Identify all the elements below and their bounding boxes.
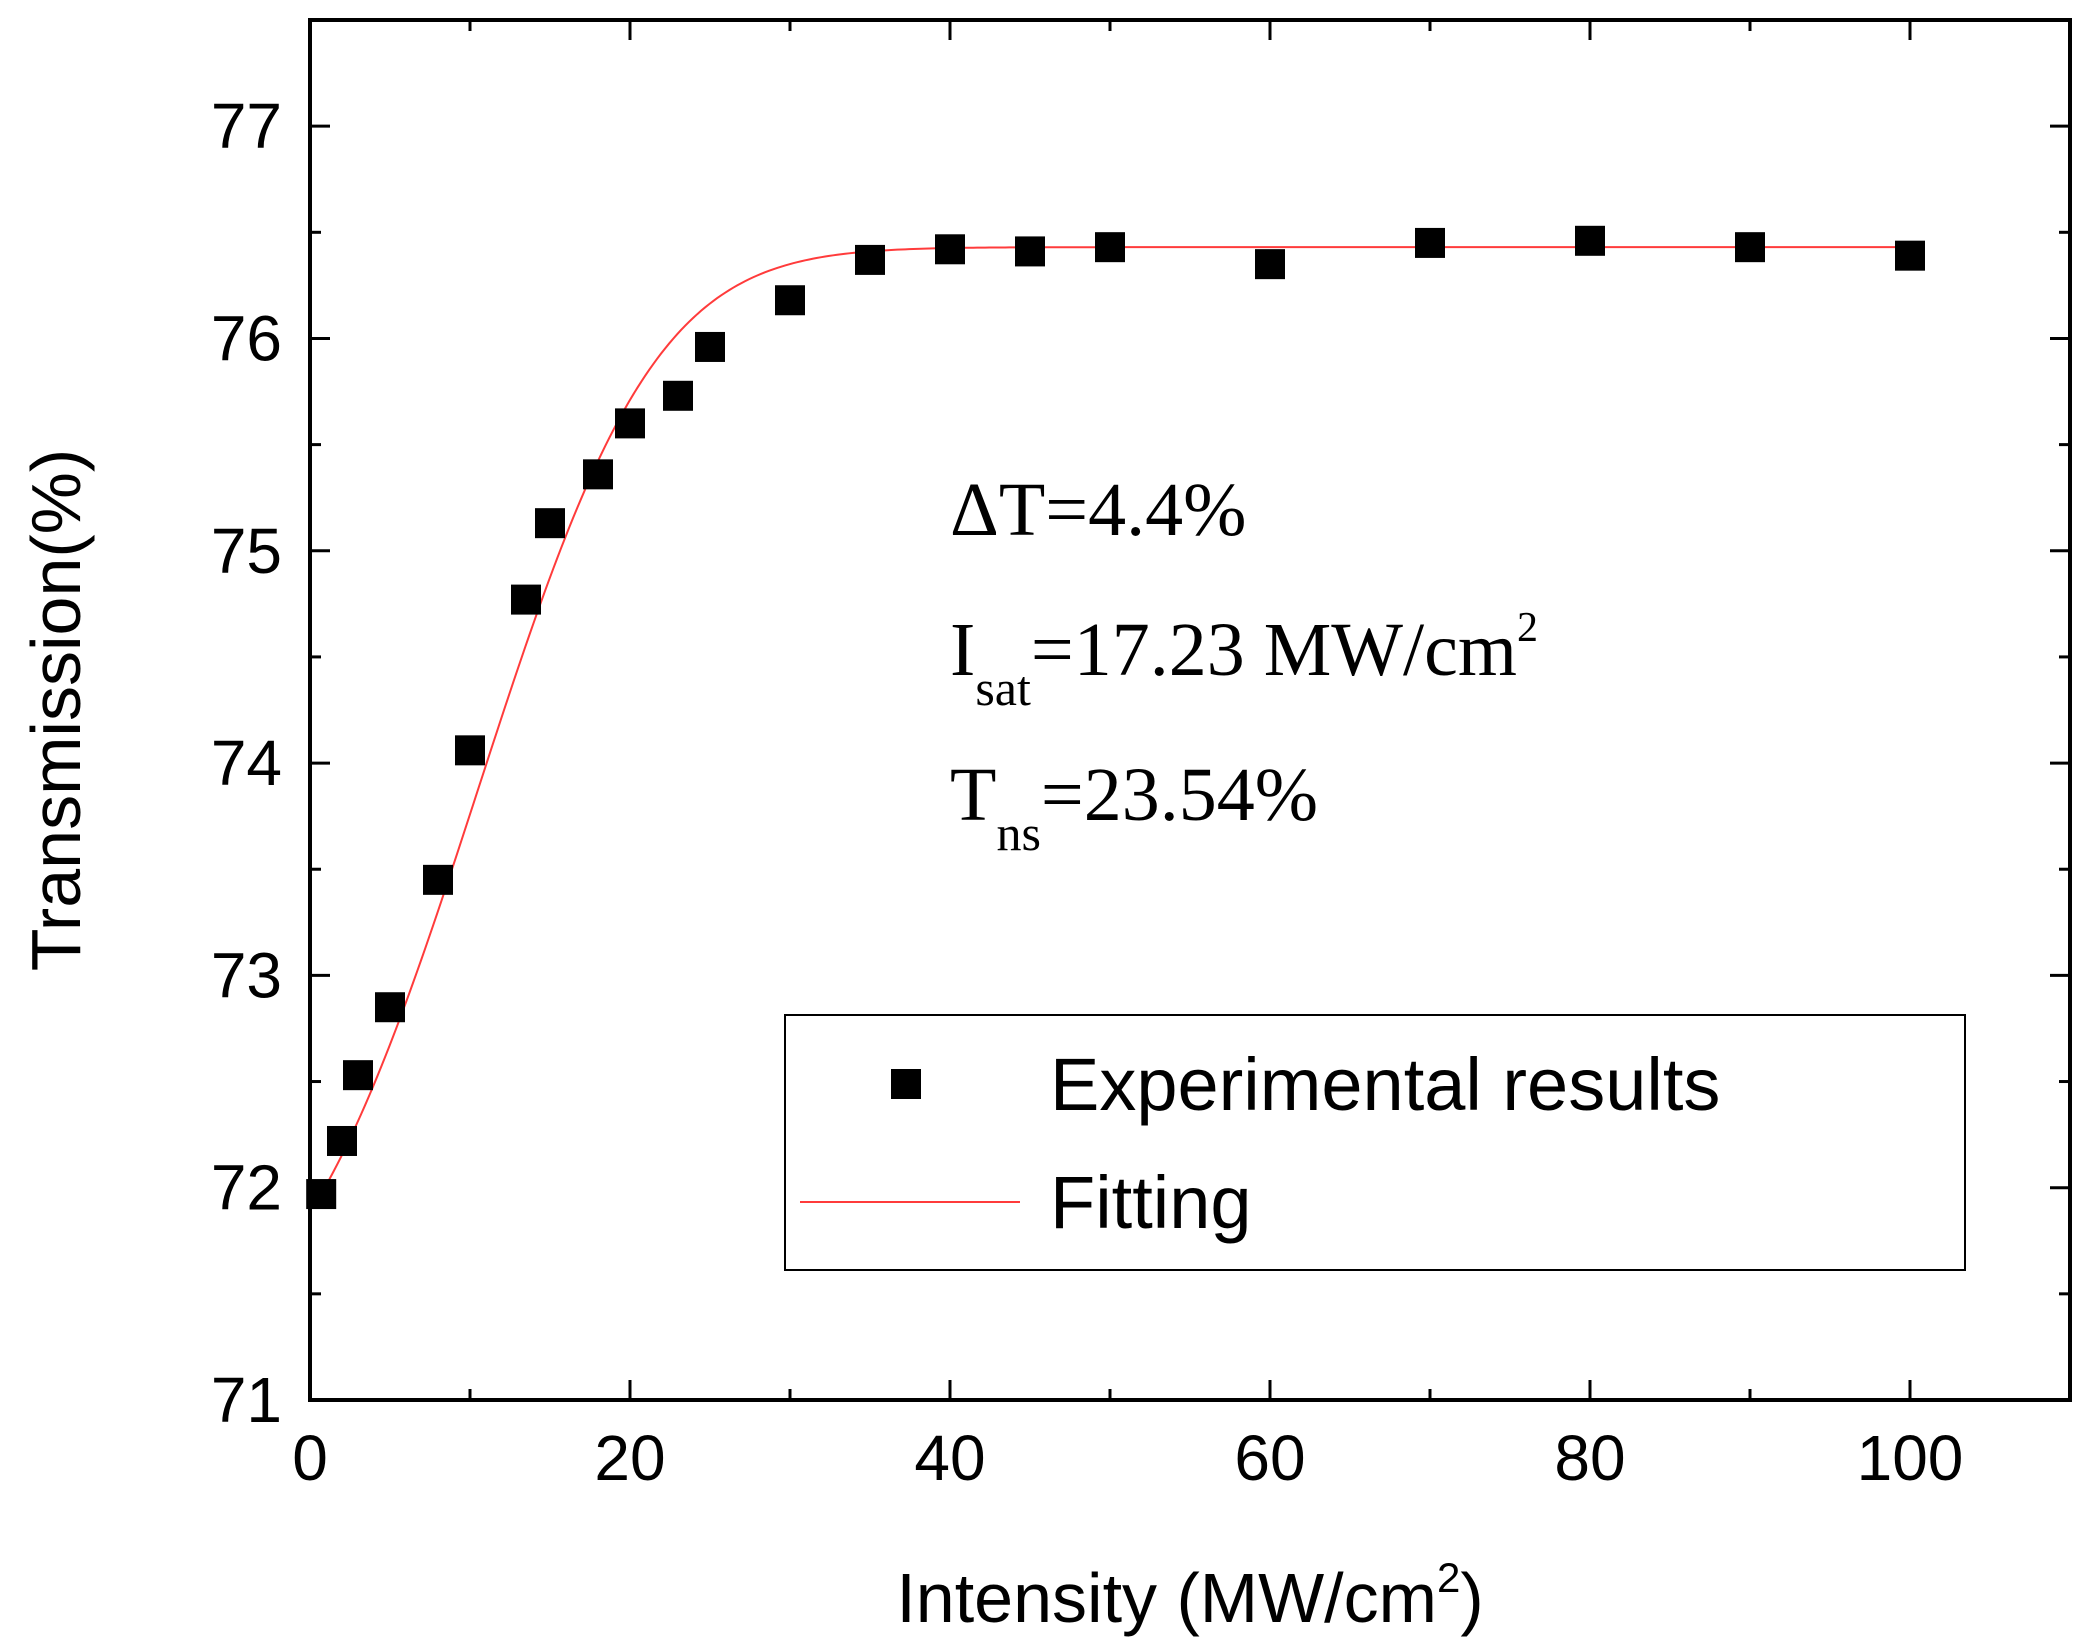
legend-marker-experimental (891, 1069, 921, 1099)
data-point (1095, 232, 1125, 263)
axis-tick-labels: 0 20 40 60 80 100 71 72 73 74 75 76 77 (211, 90, 1964, 1494)
data-point (935, 234, 965, 265)
legend-label-experimental: Experimental results (1050, 1043, 1720, 1126)
annotation-delta-t: ΔT=4.4% (950, 468, 1246, 552)
data-point (615, 408, 645, 439)
data-point (375, 992, 405, 1023)
annotation-isat: Isat=17.23 MW/cm2 (950, 605, 1538, 716)
x-tick-label: 60 (1234, 1422, 1305, 1494)
x-tick-label: 80 (1554, 1422, 1625, 1494)
legend-box (784, 1014, 1966, 1271)
data-point (1895, 240, 1925, 271)
x-tick-label: 40 (914, 1422, 985, 1494)
legend-label-fitting: Fitting (1050, 1161, 1252, 1244)
experimental-series (306, 225, 1925, 1210)
x-tick-label: 100 (1857, 1422, 1964, 1494)
annotation-tns: Tns=23.54% (950, 753, 1318, 861)
y-tick-label: 72 (211, 1152, 282, 1224)
y-tick-label: 75 (211, 515, 282, 587)
data-point (306, 1179, 337, 1210)
axis-ticks (308, 18, 2072, 1402)
data-point (775, 285, 805, 316)
y-axis-title: Transmission(%) (17, 449, 95, 971)
y-tick-label: 77 (211, 90, 282, 162)
data-point (423, 864, 453, 895)
legend: Experimental results Fitting (784, 1014, 1966, 1271)
y-tick-label: 76 (211, 302, 282, 374)
x-tick-label: 0 (292, 1422, 328, 1494)
data-point (695, 331, 725, 362)
data-point (455, 735, 485, 766)
data-point (855, 244, 885, 275)
data-point (1735, 232, 1765, 263)
y-tick-label: 74 (211, 727, 282, 799)
data-point (583, 459, 613, 490)
data-point (1415, 227, 1445, 258)
data-point (1015, 236, 1045, 267)
y-tick-label: 71 (211, 1364, 282, 1436)
data-point (511, 584, 541, 615)
plot-frame (308, 18, 2072, 1402)
data-point (327, 1125, 357, 1156)
data-point (1255, 249, 1285, 280)
x-tick-label: 20 (594, 1422, 665, 1494)
x-axis-title: Intensity (MW/cm2) (896, 1554, 1483, 1637)
data-point (535, 508, 565, 539)
data-point (343, 1060, 373, 1091)
y-tick-label: 73 (211, 939, 282, 1011)
data-point (663, 380, 693, 411)
data-point (1575, 225, 1605, 256)
